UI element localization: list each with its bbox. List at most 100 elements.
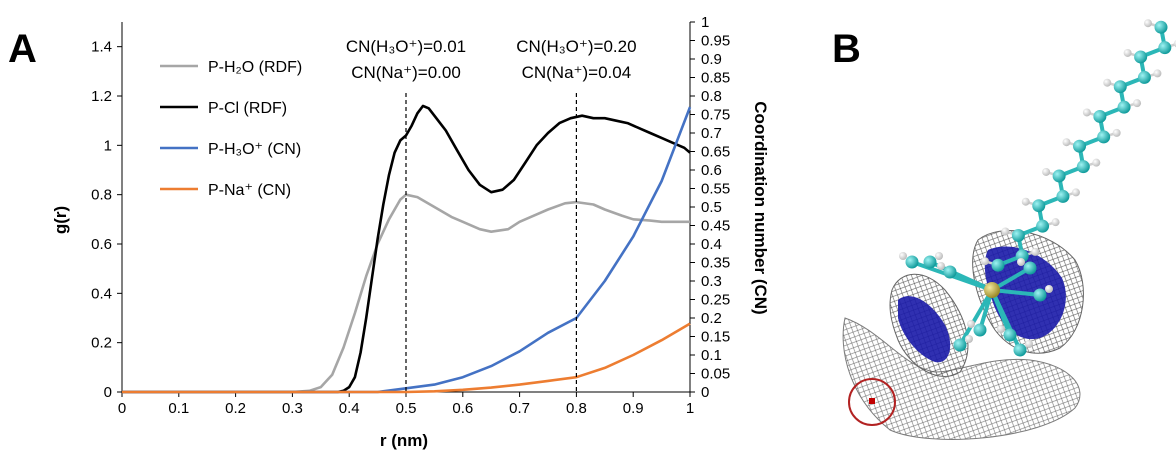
- hydrogen-atom: [899, 252, 907, 260]
- hydrogen-atom: [997, 325, 1005, 333]
- y2-tick-label: 0.75: [701, 107, 730, 124]
- carbon-atom: [923, 255, 937, 269]
- carbon-atom: [1097, 130, 1111, 144]
- series-line-3: [122, 322, 691, 394]
- headgroup: [899, 252, 1053, 357]
- carbon-atom: [973, 323, 987, 337]
- hydrogen-atom: [981, 257, 989, 266]
- hydrogen-atom: [1042, 167, 1051, 176]
- x-tick-label: 0.8: [566, 400, 587, 417]
- hydrogen-atom: [1092, 158, 1101, 167]
- bond: [991, 288, 1041, 297]
- y-tick-label: 0.6: [91, 236, 112, 253]
- carbon-atom: [1076, 160, 1090, 174]
- x-tick-label: 0.9: [623, 400, 644, 417]
- y2-tick-label: 0.25: [701, 292, 730, 309]
- y2-tick-label: 0.9: [701, 51, 722, 68]
- highlight-circle: [848, 378, 896, 426]
- hydrogen-atom: [1103, 78, 1112, 87]
- hydrogen-atom: [965, 335, 973, 343]
- carbon-atom: [1036, 219, 1050, 233]
- legend-label-0: P-H₂O (RDF): [208, 59, 302, 76]
- carbon-atom: [1011, 228, 1025, 242]
- y2-tick-label: 0.35: [701, 255, 730, 272]
- y2-tick-label: 0.15: [701, 329, 730, 346]
- carbon-atom: [905, 255, 919, 269]
- y-tick-label: 1.4: [91, 39, 112, 56]
- y2-axis-title: Coordination number (CN): [751, 101, 770, 314]
- y2-tick-label: 0.1: [701, 347, 722, 364]
- hydrogen-atom: [1123, 48, 1132, 57]
- hydrogen-atom: [1071, 188, 1080, 197]
- bond: [990, 289, 1022, 351]
- y2-tick-label: 0.7: [701, 125, 722, 142]
- carbon-atom: [1073, 139, 1086, 153]
- series-line-1: [122, 104, 691, 394]
- x-axis-title: r (nm): [380, 431, 428, 450]
- annotation-na-0: CN(Na⁺)=0.00: [351, 63, 461, 82]
- highlight-marker: [869, 398, 875, 404]
- carbon-atom: [1117, 100, 1131, 114]
- y2-tick-label: 0.65: [701, 144, 730, 161]
- y2-tick-label: 1: [701, 14, 709, 31]
- legend-label-1: P-Cl (RDF): [208, 100, 287, 117]
- panel-b-label: B: [832, 27, 861, 71]
- annotation-na-1: CN(Na⁺)=0.04: [522, 63, 632, 82]
- hydrogen-atom: [1153, 69, 1162, 78]
- y2-tick-label: 0.85: [701, 70, 730, 87]
- y-tick-label: 0: [104, 384, 112, 401]
- hydrogen-atom: [1021, 197, 1030, 206]
- x-tick-label: 0.7: [509, 400, 530, 417]
- y2-tick-label: 0.5: [701, 199, 722, 216]
- y-tick-label: 1.2: [91, 88, 112, 105]
- hydrogen-atom: [935, 252, 943, 260]
- x-tick-label: 0.4: [339, 400, 360, 417]
- legend-label-2: P-H₃O⁺ (CN): [208, 141, 301, 158]
- carbon-atom: [1158, 41, 1172, 55]
- chart-legend: P-H₂O (RDF) P-Cl (RDF) P-H₃O⁺ (CN) P-Na⁺ (C…: [160, 59, 302, 199]
- carbon-atom: [953, 338, 967, 352]
- y2-tick-label: 0.55: [701, 181, 730, 198]
- carbon-atom: [943, 265, 957, 279]
- y2-tick-label: 0.2: [701, 310, 722, 327]
- y-tick-label: 0.8: [91, 187, 112, 204]
- carbon-atom: [1033, 288, 1047, 302]
- carbon-atom: [1013, 343, 1027, 357]
- x-tick-label: 0.5: [396, 400, 417, 417]
- chart-axes: 0 0.1 0.2 0.3 0.4 0.5 0.6 0.7 0.8 0.9 100.20.40.60…: [91, 14, 730, 417]
- x-tick-label: 0.1: [168, 400, 189, 417]
- alkyl-chain: [981, 19, 1176, 272]
- carbon-atom: [1032, 199, 1046, 213]
- y2-tick-label: 0.8: [701, 88, 722, 105]
- y2-tick-label: 0.05: [701, 366, 730, 383]
- y2-tick-label: 0.3: [701, 273, 722, 290]
- hydrogen-atom: [1082, 108, 1091, 117]
- carbon-atom: [1052, 169, 1066, 183]
- annotation-h3o-0: CN(H₃O⁺)=0.01: [346, 37, 466, 56]
- carbon-atom: [1023, 261, 1037, 275]
- x-tick-label: 0.2: [225, 400, 246, 417]
- hydrogen-atom: [937, 262, 945, 270]
- carbon-atom: [1134, 50, 1148, 64]
- molecular-structure-image: [842, 19, 1176, 440]
- y2-tick-label: 0.45: [701, 218, 730, 235]
- hydrogen-atom: [1017, 258, 1025, 266]
- carbon-atom: [1137, 70, 1151, 84]
- carbon-atom: [1154, 20, 1168, 34]
- annotation-h3o-1: CN(H₃O⁺)=0.20: [516, 37, 636, 56]
- y-tick-label: 0.2: [91, 335, 112, 352]
- y-axis-title: g(r): [51, 206, 70, 234]
- carbon-atom: [1056, 189, 1070, 203]
- hydrogen-atom: [1062, 138, 1071, 147]
- phosphorus-atom: [984, 282, 1000, 298]
- y-tick-label: 1: [104, 137, 112, 154]
- chart-annotations: CN(H₃O⁺)=0.01 CN(Na⁺)=0.00 CN(H₃O⁺)=0.20 CN…: [346, 37, 637, 392]
- carbon-atom: [1093, 109, 1107, 123]
- hydrogen-atom: [1025, 340, 1033, 348]
- x-tick-label: 1: [686, 400, 694, 417]
- hydrogen-atom: [1173, 40, 1176, 48]
- y2-tick-label: 0: [701, 384, 709, 401]
- blue-density-left: [898, 296, 951, 363]
